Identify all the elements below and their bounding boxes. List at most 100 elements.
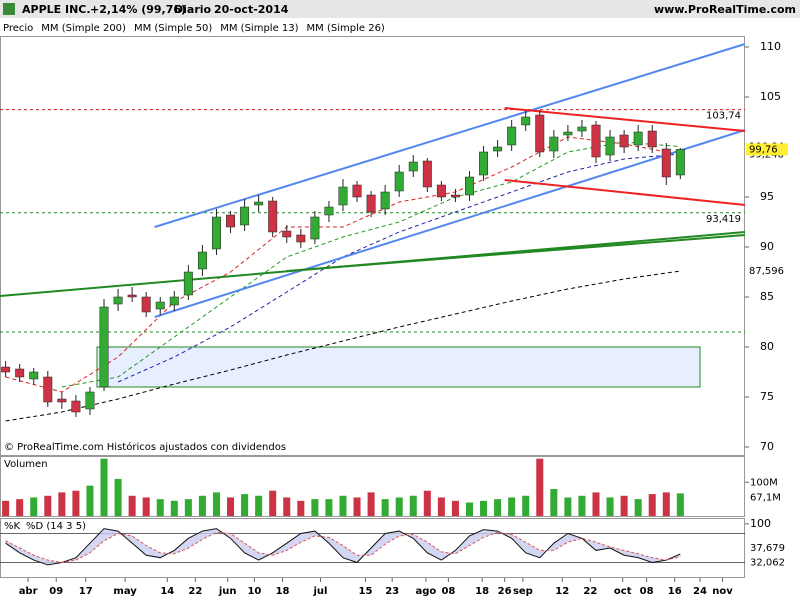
volume-bar bbox=[255, 495, 263, 516]
volume-bar bbox=[30, 497, 38, 516]
candle-body bbox=[99, 306, 109, 388]
candle-body bbox=[422, 160, 432, 188]
candle-body bbox=[605, 136, 615, 156]
volume-bar bbox=[536, 458, 544, 516]
legend-entry: MM (Simple 13) bbox=[220, 23, 298, 34]
volume-bar bbox=[550, 489, 558, 516]
volume-bar bbox=[676, 493, 684, 516]
candle-body bbox=[1, 366, 11, 373]
candle-body bbox=[549, 136, 559, 152]
candle-body bbox=[254, 201, 264, 206]
stoch-k-name: %K bbox=[4, 521, 21, 532]
candle-body bbox=[661, 148, 671, 178]
header-bar bbox=[0, 0, 800, 18]
candle-body bbox=[282, 230, 292, 238]
volume-bar bbox=[283, 497, 291, 516]
candle-body bbox=[535, 114, 545, 153]
stoch-d-last: 32,062 bbox=[750, 558, 785, 569]
volume-bar bbox=[128, 495, 136, 516]
volume-bar bbox=[325, 499, 333, 516]
candle-body bbox=[226, 214, 235, 228]
y-tick-label: 80 bbox=[760, 340, 774, 353]
volume-bar bbox=[423, 490, 431, 516]
x-tick-label: oct bbox=[614, 586, 632, 597]
x-tick-label: 24 bbox=[693, 586, 707, 597]
candle-body bbox=[647, 130, 657, 148]
x-tick-label: 08 bbox=[640, 586, 654, 597]
x-tick-label: 17 bbox=[79, 586, 93, 597]
price-tag bbox=[746, 143, 788, 156]
volume-bar bbox=[2, 500, 10, 516]
x-tick-label: jun bbox=[218, 586, 237, 597]
candle-body bbox=[619, 134, 629, 148]
site: www.ProRealTime.com bbox=[654, 3, 796, 16]
x-tick-label: nov bbox=[712, 586, 733, 597]
candle-body bbox=[212, 216, 221, 250]
volume-bar bbox=[100, 458, 108, 516]
volume-bar bbox=[367, 492, 375, 516]
volume-bar bbox=[480, 500, 488, 516]
volume-bar bbox=[339, 495, 347, 516]
volume-bar bbox=[522, 495, 530, 516]
volume-bar bbox=[297, 500, 305, 516]
candle-body bbox=[113, 296, 123, 305]
volume-bar bbox=[184, 499, 192, 516]
y-tick-label: 95 bbox=[760, 190, 774, 203]
x-tick-label: 23 bbox=[385, 586, 399, 597]
zone-box bbox=[96, 346, 701, 388]
x-tick-label: 09 bbox=[49, 586, 63, 597]
candle-body bbox=[675, 149, 685, 176]
candle-body bbox=[591, 124, 601, 158]
volume-title: Volumen bbox=[4, 459, 48, 470]
credit: © ProRealTime.com Históricos ajustados c… bbox=[4, 441, 286, 453]
volume-bar bbox=[564, 497, 572, 516]
volume-bar bbox=[16, 499, 24, 516]
candle-body bbox=[197, 251, 207, 270]
trend-line bbox=[286, 234, 746, 272]
candle-body bbox=[465, 176, 474, 196]
level-label: 103,74 bbox=[706, 111, 741, 122]
volume-bar bbox=[662, 492, 670, 516]
y-tick-label: 110 bbox=[760, 40, 781, 53]
x-tick-label: may bbox=[113, 586, 137, 597]
volume-bar bbox=[508, 497, 516, 516]
candle-body bbox=[324, 206, 334, 216]
volume-bar bbox=[353, 497, 361, 516]
x-tick-label: 18 bbox=[276, 586, 290, 597]
candle-body bbox=[310, 216, 320, 240]
stoch-d-name: %D (14 3 5) bbox=[26, 521, 86, 532]
level-label: 93,419 bbox=[706, 214, 741, 225]
candle-body bbox=[240, 206, 250, 226]
volume-last-label: 67,1M bbox=[750, 492, 781, 503]
candle-body bbox=[296, 234, 306, 243]
volume-bar bbox=[227, 497, 235, 516]
candle-body bbox=[521, 116, 531, 126]
volume-bar bbox=[634, 499, 642, 516]
trend-line bbox=[504, 107, 746, 132]
x-tick-label: abr bbox=[19, 586, 38, 597]
x-tick-label: 16 bbox=[668, 586, 682, 597]
candle-body bbox=[507, 126, 517, 146]
period: Diario bbox=[174, 3, 212, 16]
candle-body bbox=[15, 368, 25, 378]
y-tick-label: 105 bbox=[760, 90, 781, 103]
candle-body bbox=[577, 126, 587, 132]
candle-body bbox=[436, 184, 446, 198]
x-tick-label: 14 bbox=[160, 586, 174, 597]
volume-bar bbox=[311, 499, 319, 516]
trend-line bbox=[504, 179, 746, 206]
volume-bar bbox=[606, 497, 614, 516]
candle-body bbox=[380, 191, 390, 210]
candle-body bbox=[563, 131, 573, 136]
volume-bar bbox=[648, 494, 656, 516]
x-tick-label: 12 bbox=[555, 586, 569, 597]
volume-bar bbox=[451, 500, 459, 516]
volume-bar bbox=[409, 495, 417, 516]
legend-entry: MM (Simple 200) bbox=[41, 23, 126, 34]
candle-body bbox=[408, 161, 418, 172]
y-tick-label: 90 bbox=[760, 240, 774, 253]
stoch-panel bbox=[0, 518, 745, 578]
stoch-k bbox=[5, 528, 681, 566]
candle-body bbox=[43, 376, 53, 403]
